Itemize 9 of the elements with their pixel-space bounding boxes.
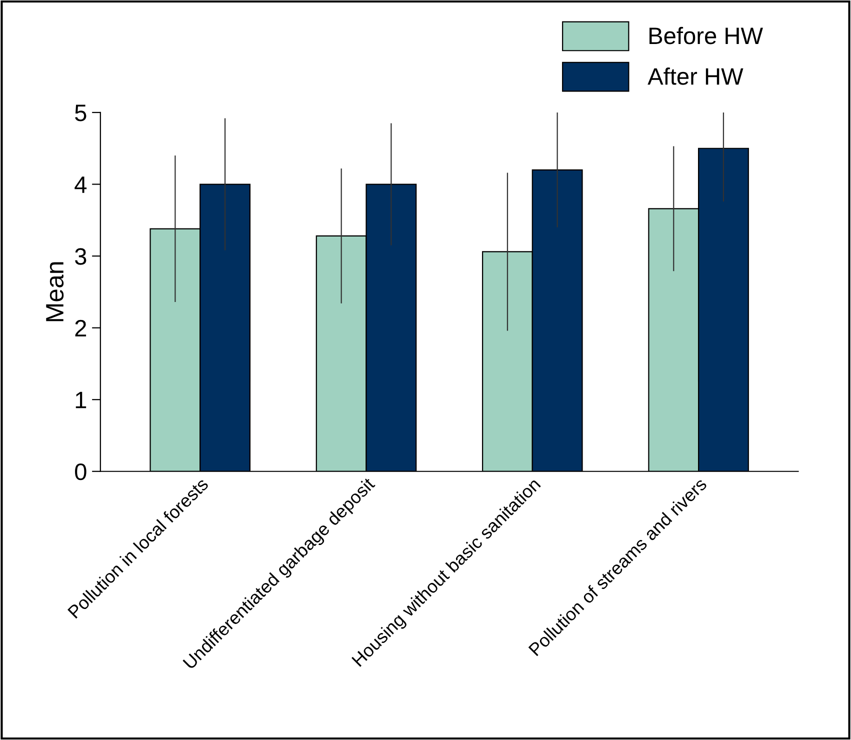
- legend-label: Before HW: [650, 26, 763, 44]
- y-tick-label: 4: [74, 176, 87, 193]
- y-tick-label: 2: [75, 320, 86, 336]
- y-tick-label: 0: [75, 463, 86, 480]
- y-tick-label: 3: [74, 248, 86, 265]
- y-axis-title: Mean: [46, 262, 64, 322]
- y-tick-label: 1: [76, 392, 86, 408]
- y-tick-label: 5: [75, 104, 86, 122]
- legend-label: After HW: [648, 68, 744, 85]
